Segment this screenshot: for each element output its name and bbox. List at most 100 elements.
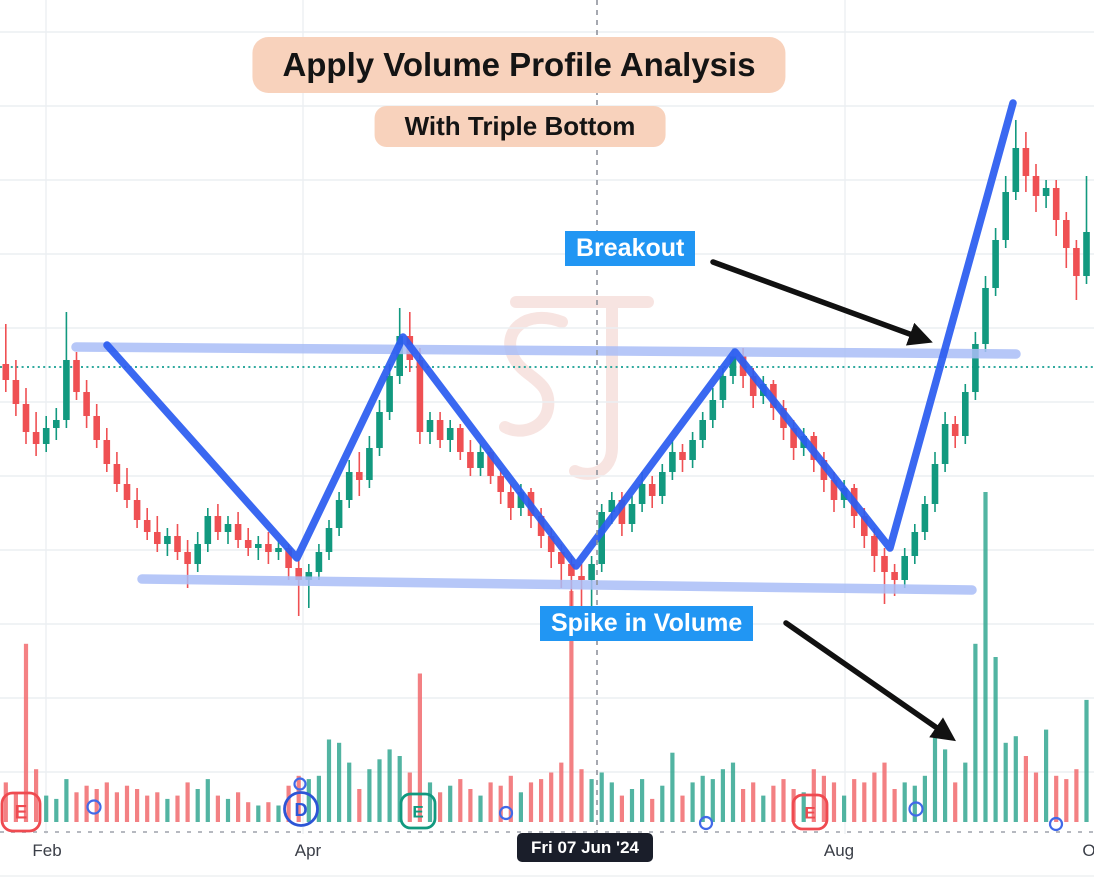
candle-body xyxy=(659,472,666,496)
candle-body xyxy=(426,420,434,432)
volume-bar xyxy=(579,769,584,822)
earnings-letter: E xyxy=(15,803,28,824)
volume-bar xyxy=(690,782,695,822)
candle-body xyxy=(184,552,191,564)
candle-body xyxy=(911,532,919,556)
candle-body xyxy=(63,360,70,420)
candle-body xyxy=(618,500,626,524)
candle-body xyxy=(275,548,282,552)
candle-body xyxy=(931,464,939,504)
volume-bar xyxy=(1013,736,1018,822)
volume-bar xyxy=(943,749,948,822)
volume-bar xyxy=(94,789,99,822)
volume-bar xyxy=(377,759,382,822)
earnings-badge-icon xyxy=(791,793,829,831)
candle-body xyxy=(992,240,999,288)
volume-pane xyxy=(3,492,1089,822)
candle-body xyxy=(608,500,616,512)
resistance-line xyxy=(71,342,1021,359)
candle-body xyxy=(638,484,646,504)
volume-bar xyxy=(528,782,534,822)
volume-bar xyxy=(629,789,635,822)
volume-bar xyxy=(387,749,392,822)
volume-bar xyxy=(316,775,321,822)
volume-bar xyxy=(831,782,837,822)
candle-body xyxy=(699,420,706,440)
candle-body xyxy=(1073,248,1080,276)
dividend-letter: D xyxy=(294,800,307,820)
candle-body xyxy=(921,504,929,532)
candle-body xyxy=(941,424,949,464)
volume-bar xyxy=(751,782,756,822)
event-dot-icon xyxy=(498,805,514,821)
candle-body xyxy=(143,520,151,532)
volume-bar xyxy=(932,732,938,822)
candle-body xyxy=(436,420,444,440)
volume-bar xyxy=(54,798,59,822)
candle-body xyxy=(396,336,403,376)
candle-body xyxy=(487,452,494,476)
candle-body xyxy=(214,516,222,532)
volume-bar xyxy=(892,789,897,822)
volume-bar xyxy=(852,779,857,822)
candle-body xyxy=(446,428,454,440)
volume-bar xyxy=(518,792,523,822)
volume-bar xyxy=(357,789,362,822)
earnings-badge-icon xyxy=(0,791,42,833)
volume-bar xyxy=(165,798,170,822)
volume-bar xyxy=(1023,756,1028,822)
candle-body xyxy=(871,536,878,556)
volume-bar xyxy=(44,795,49,822)
candle-body xyxy=(12,380,20,404)
candle-body xyxy=(497,476,504,492)
candle-body xyxy=(42,428,50,444)
volume-bar xyxy=(781,779,786,822)
volume-bar xyxy=(205,779,210,822)
volume-bar xyxy=(1044,729,1049,822)
candle-body xyxy=(1032,176,1040,196)
candle-body xyxy=(1012,148,1020,192)
dividend-circle-icon xyxy=(283,791,319,827)
crosshair-date-tooltip: Fri 07 Jun '24 xyxy=(517,833,653,862)
candle-body xyxy=(689,440,696,460)
volume-bar xyxy=(973,643,978,822)
volume-bar xyxy=(589,779,594,822)
volume-bar xyxy=(286,785,291,822)
candle-body xyxy=(103,440,111,464)
volume-bar xyxy=(912,785,917,822)
volume-bar xyxy=(963,762,968,822)
candle-body xyxy=(568,564,575,576)
candle-body xyxy=(2,364,10,380)
candle-body xyxy=(123,484,131,500)
volume-bar xyxy=(64,779,69,822)
volume-bar xyxy=(448,785,453,822)
candle-body xyxy=(1052,188,1060,220)
candle-body xyxy=(305,572,313,580)
candle-body xyxy=(648,484,656,496)
candle-body xyxy=(204,516,212,544)
event-marker-dot xyxy=(698,815,714,831)
volume-bar xyxy=(700,775,705,822)
volume-bar xyxy=(266,802,271,822)
volume-bar xyxy=(468,789,473,822)
event-marker-dot xyxy=(293,777,307,791)
volume-bar xyxy=(246,802,251,822)
candle-body xyxy=(22,404,30,432)
watermark-stroke xyxy=(569,300,618,480)
candle-body xyxy=(174,536,181,552)
spike-arrow xyxy=(783,620,956,742)
candle-body xyxy=(729,356,737,376)
time-axis-label: O xyxy=(1082,841,1094,860)
volume-bar xyxy=(559,762,564,822)
candle-body xyxy=(951,424,959,436)
candles-pane xyxy=(2,120,1090,628)
candle-body xyxy=(1063,220,1070,248)
candle-body xyxy=(972,344,979,392)
volume-bar xyxy=(882,762,887,822)
candle-body xyxy=(1042,188,1050,196)
candle-body xyxy=(598,512,605,564)
volume-bar xyxy=(640,779,645,822)
